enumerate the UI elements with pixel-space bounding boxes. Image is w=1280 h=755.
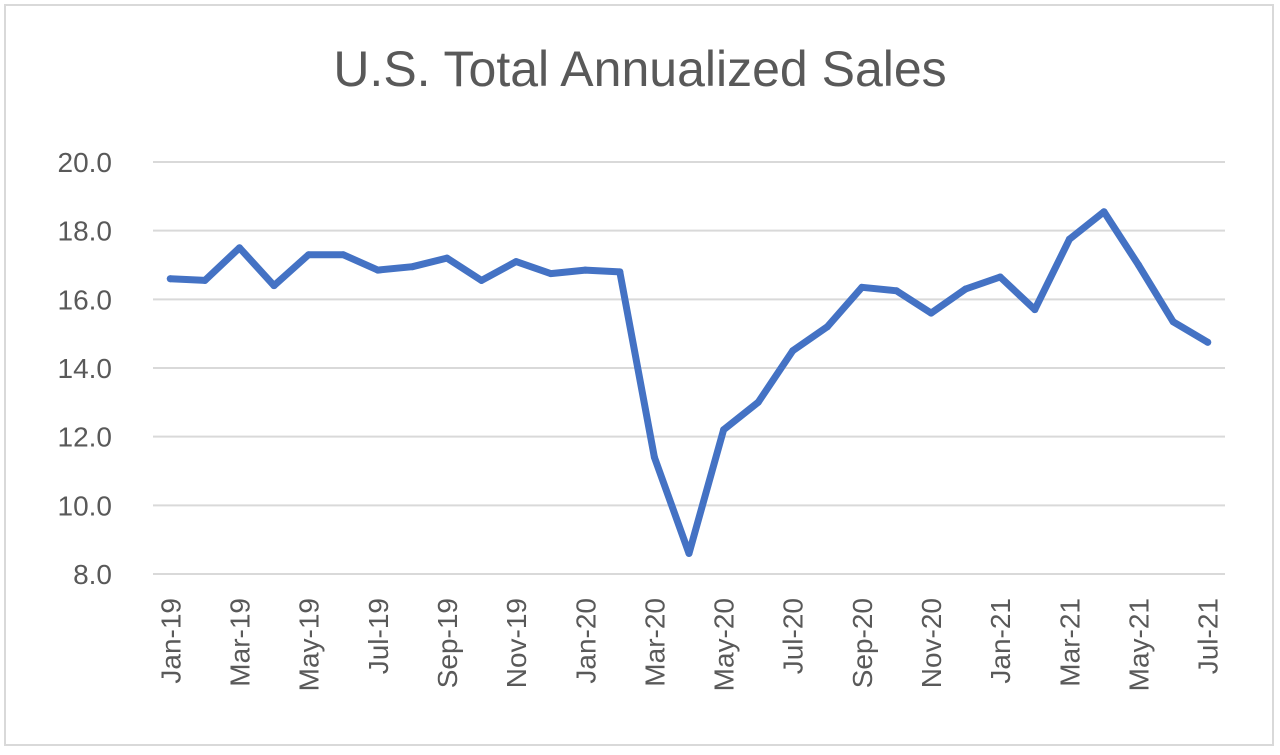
- data-point: [478, 276, 486, 284]
- y-tick-label: 12.0: [58, 422, 113, 453]
- data-point: [927, 309, 935, 317]
- data-point: [996, 273, 1004, 281]
- x-tick-label: Jul-19: [363, 598, 394, 674]
- data-point: [1100, 208, 1108, 216]
- data-point: [443, 254, 451, 262]
- x-tick-label: Jan-19: [155, 598, 186, 684]
- data-point: [201, 276, 209, 284]
- x-tick-label: Jul-21: [1193, 598, 1224, 674]
- data-point: [581, 266, 589, 274]
- x-tick-label: May-20: [709, 598, 740, 691]
- series-line: [166, 208, 1212, 557]
- chart-title: U.S. Total Annualized Sales: [333, 41, 947, 97]
- data-point: [823, 323, 831, 331]
- y-tick-label: 16.0: [58, 284, 113, 315]
- x-tick-label: Nov-20: [916, 598, 947, 688]
- data-point: [789, 347, 797, 355]
- data-point: [1031, 306, 1039, 314]
- data-point: [858, 283, 866, 291]
- data-point: [1169, 318, 1177, 326]
- x-tick-label: Jan-20: [570, 598, 601, 684]
- data-point: [720, 426, 728, 434]
- data-point: [339, 251, 347, 259]
- data-point: [374, 266, 382, 274]
- data-point: [754, 398, 762, 406]
- y-axis-ticks: 8.0 10.0 12.0 14.0 16.0 18.0 20.0: [58, 147, 113, 590]
- data-point: [270, 282, 278, 290]
- data-point: [616, 268, 624, 276]
- gridlines: [153, 161, 1225, 575]
- x-tick-label: Sep-20: [847, 598, 878, 688]
- data-point: [235, 244, 243, 252]
- x-tick-label: Mar-19: [224, 598, 255, 687]
- data-point: [1065, 235, 1073, 243]
- x-tick-label: Jan-21: [985, 598, 1016, 684]
- y-tick-label: 10.0: [58, 490, 113, 521]
- x-tick-label: May-19: [294, 598, 325, 691]
- x-tick-label: May-21: [1124, 598, 1155, 691]
- data-point: [962, 285, 970, 293]
- data-point: [512, 258, 520, 266]
- data-point: [305, 251, 313, 259]
- x-tick-label: Jul-20: [778, 598, 809, 674]
- data-point: [547, 270, 555, 278]
- data-point: [408, 263, 416, 271]
- data-point: [1135, 261, 1143, 269]
- data-point: [166, 275, 174, 283]
- y-tick-label: 8.0: [73, 559, 112, 590]
- data-point: [1204, 338, 1212, 346]
- x-axis-ticks: Jan-19 Mar-19 May-19 Jul-19 Sep-19 Nov-19 Jan-…: [155, 598, 1223, 691]
- y-tick-label: 18.0: [58, 216, 113, 247]
- x-tick-label: Mar-20: [639, 598, 670, 687]
- y-tick-label: 14.0: [58, 353, 113, 384]
- data-point: [650, 453, 658, 461]
- x-tick-label: Nov-19: [501, 598, 532, 688]
- x-tick-label: Sep-19: [432, 598, 463, 688]
- data-point: [892, 287, 900, 295]
- x-tick-label: Mar-21: [1054, 598, 1085, 687]
- series-layer: [166, 208, 1212, 557]
- data-point: [685, 549, 693, 557]
- y-tick-label: 20.0: [58, 147, 113, 178]
